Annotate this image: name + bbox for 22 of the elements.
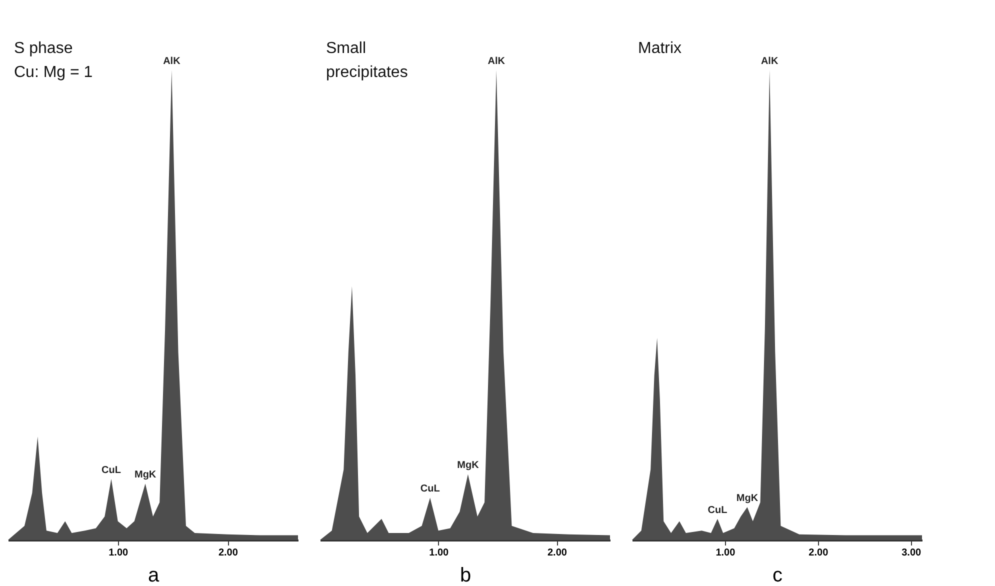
annotation: AlK (488, 56, 506, 67)
chart-title: S phase Cu: Mg = 1 (14, 40, 93, 81)
annotation: CuL (420, 484, 440, 495)
annotation: CuL (708, 504, 728, 516)
x-tick-label: 1.00 (108, 548, 129, 558)
x-tick-label: 1.00 (716, 548, 736, 558)
annotation: MgK (736, 493, 759, 504)
annotation: AlK (163, 56, 182, 67)
x-tick-label: 2.00 (218, 548, 238, 558)
annotation: MgK (457, 460, 480, 472)
x-tick-label: 2.00 (548, 548, 568, 558)
x-axis-title: b (460, 564, 472, 586)
x-tick-label: 2.00 (808, 548, 829, 558)
chart-title: Matrix (638, 40, 682, 57)
annotation: MgK (134, 470, 157, 481)
x-tick-label: 3.00 (902, 548, 922, 558)
x-axis-title: c (772, 564, 782, 586)
chart-title: Small precipitates (326, 40, 408, 81)
annotation: CuL (102, 464, 121, 476)
x-tick-label: 1.00 (429, 548, 450, 558)
x-axis-title: a (148, 564, 160, 586)
annotation: AlK (760, 56, 779, 67)
